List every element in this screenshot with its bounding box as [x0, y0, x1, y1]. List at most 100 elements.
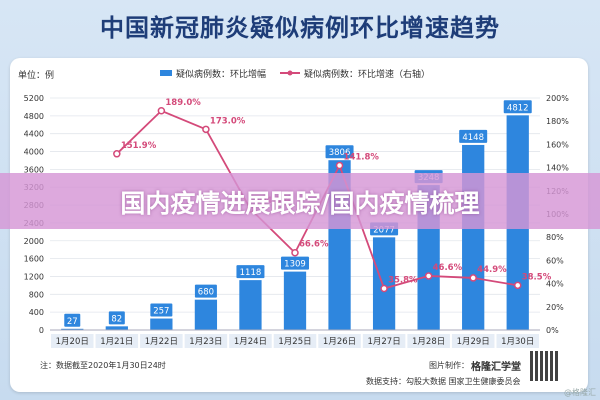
line-value-label: 173.0%	[210, 116, 246, 126]
bar-value-label: 2077	[373, 225, 395, 235]
x-tick-label: 1月26日	[323, 337, 356, 347]
bar-value-label-bg	[503, 100, 532, 114]
banner-text: 国内疫情进展跟踪/国内疫情梳理	[120, 189, 480, 218]
bar-value-label-bg	[325, 145, 354, 159]
line-value-label: 151.9%	[121, 141, 157, 151]
y-right-tick-label: 20%	[546, 303, 564, 312]
y-left-tick-label: 400	[29, 308, 44, 317]
line-point	[469, 274, 477, 282]
legend: 疑似病例数：环比增幅 疑似病例数：环比增速（右轴）	[160, 68, 430, 80]
y-left-tick-label: 5200	[24, 94, 44, 103]
qr-code	[530, 351, 560, 381]
bar	[150, 318, 173, 330]
bar	[105, 326, 128, 330]
x-tick-label: 1月27日	[367, 337, 400, 347]
x-tick-bg	[273, 334, 317, 348]
bar-value-label: 1118	[240, 268, 262, 278]
x-tick-bg	[407, 334, 450, 348]
bar	[239, 280, 262, 330]
legend-bar-label: 疑似病例数：环比增幅	[176, 68, 266, 80]
line-value-label: 189.0%	[165, 98, 201, 108]
bar	[194, 299, 218, 330]
bar-value-label: 3806	[329, 148, 351, 158]
x-tick-bg	[229, 334, 272, 348]
line-point	[291, 248, 299, 257]
bar-value-label: 1309	[284, 260, 306, 270]
line-value-label: 38.5%	[522, 272, 552, 282]
y-right-tick-label: 160%	[546, 140, 569, 149]
bar	[61, 328, 84, 330]
line-point	[335, 161, 344, 170]
line-point	[157, 107, 166, 115]
bar-value-label-bg	[236, 265, 265, 279]
line-value-label: 46.6%	[433, 263, 463, 273]
unit-label: 单位：例	[18, 69, 54, 81]
x-tick-bg	[184, 334, 228, 348]
x-tick-bg	[451, 334, 495, 348]
y-left-tick-label: 1600	[24, 255, 44, 264]
y-right-tick-label: 180%	[546, 117, 569, 126]
line-value-label: 141.8%	[344, 153, 380, 163]
x-tick-label: 1月25日	[278, 337, 311, 347]
bar-value-label-bg	[64, 313, 81, 327]
bar-value-label: 680	[198, 288, 214, 298]
x-tick-label: 1月24日	[234, 337, 267, 347]
y-left-tick-label: 800	[29, 290, 44, 299]
bar-value-label-bg	[108, 311, 125, 325]
y-left-tick-label: 4400	[24, 130, 44, 139]
x-tick-label: 1月22日	[145, 337, 178, 347]
x-tick-label: 1月23日	[189, 337, 222, 347]
bar-value-label-bg	[194, 284, 217, 298]
legend-line-label: 疑似病例数：环比增速（右轴）	[304, 68, 430, 80]
legend-bar-swatch	[160, 70, 172, 76]
y-left-tick-label: 2000	[24, 237, 44, 246]
line-value-label: 44.9%	[477, 265, 507, 275]
line-point	[424, 272, 433, 280]
x-tick-bg	[362, 334, 406, 348]
line-value-label: 35.8%	[388, 275, 418, 285]
x-tick-bg	[95, 334, 139, 348]
x-tick-bg	[318, 334, 361, 348]
bar-value-label: 4148	[462, 133, 484, 143]
bar-value-label-bg	[459, 129, 488, 143]
x-tick-label: 1月20日	[56, 337, 89, 347]
chart-maker: 格隆汇学堂	[471, 362, 521, 373]
footer-note: 注：数据截至2020年1月30日24时	[40, 361, 166, 370]
footer-source: 数据支持：勾股大数据 国家卫生健康委员会	[366, 377, 521, 386]
bar-value-label: 257	[153, 307, 169, 317]
y-right-tick-label: 80%	[546, 233, 564, 242]
bar-value-label-bg	[150, 303, 173, 317]
y-left-tick-label: 3600	[24, 165, 44, 174]
bar	[283, 271, 307, 330]
x-tick-bg	[140, 334, 183, 348]
x-tick-bg	[496, 334, 539, 348]
x-tick-bg	[51, 334, 94, 348]
bar-value-label-bg	[281, 256, 309, 270]
y-left-tick-label: 0	[39, 326, 44, 335]
line-point	[380, 284, 388, 293]
bar-value-label: 27	[67, 317, 78, 327]
y-left-tick-label: 4800	[24, 112, 44, 121]
line-point	[113, 150, 121, 158]
page-title: 中国新冠肺炎疑似病例环比增速趋势	[100, 14, 500, 42]
y-right-tick-label: 60%	[546, 256, 564, 265]
bar-value-label: 82	[111, 314, 122, 324]
line-point	[202, 125, 210, 134]
x-tick-label: 1月28日	[412, 337, 445, 347]
x-tick-label: 1月21日	[100, 337, 133, 347]
chart-maker-label: 图片制作：	[429, 361, 469, 370]
y-right-tick-label: 0%	[546, 326, 559, 335]
x-tick-label: 1月29日	[457, 337, 490, 347]
legend-line-marker	[287, 70, 293, 76]
x-axis: 1月20日 1月21日 1月22日 1月23日 1月24日 1月25日 1月26日 1月27日…	[50, 329, 540, 348]
y-right-tick-label: 140%	[546, 164, 569, 173]
line-point	[513, 281, 522, 290]
y-left-tick-label: 1200	[24, 272, 44, 281]
x-tick-label: 1月30日	[501, 337, 534, 347]
banner	[0, 173, 600, 229]
bar-value-label: 4812	[507, 103, 529, 113]
y-right-tick-label: 40%	[546, 280, 564, 289]
bar	[372, 237, 396, 330]
y-right-tick-label: 200%	[546, 94, 569, 103]
y-left-tick-label: 4000	[24, 148, 44, 157]
